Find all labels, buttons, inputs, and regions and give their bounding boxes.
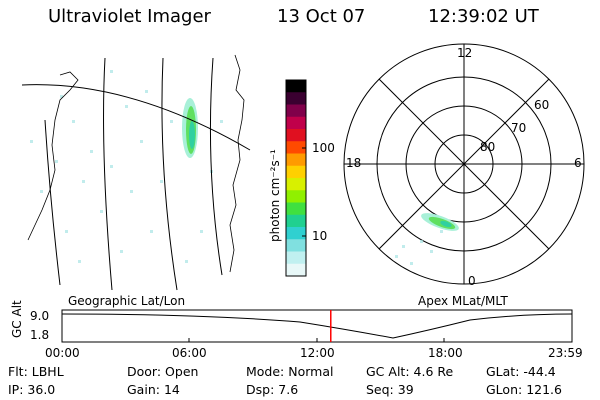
colorbar-segment <box>286 251 306 265</box>
geo-speckles <box>30 70 223 263</box>
polar-plot <box>343 43 585 285</box>
info-dsp: Dsp: 7.6 <box>246 382 299 397</box>
timeline-tick-1200: 12:00 <box>300 346 335 360</box>
colorbar-segment <box>286 80 306 93</box>
colorbar-tick-100: 100 <box>312 141 335 155</box>
info-flt: Flt: LBHL <box>8 364 64 379</box>
info-glon: GLon: 121.6 <box>486 382 562 397</box>
colorbar-segment <box>286 92 306 105</box>
timeline-tick-2359: 23:59 <box>548 346 583 360</box>
timeline-y-top: 9.0 <box>30 309 50 323</box>
polar-ring-60: 60 <box>534 98 550 112</box>
geo-aurora-blob <box>182 98 198 158</box>
colorbar-unit-label: photon cm⁻²s⁻¹ <box>268 149 282 242</box>
polar-ring-70: 70 <box>511 121 527 135</box>
colorbar-segment <box>286 165 306 179</box>
timeline-tick-0600: 06:00 <box>172 346 207 360</box>
imager-title: Ultraviolet Imager <box>48 6 211 27</box>
colorbar-segment <box>286 153 306 167</box>
colorbar-segment <box>286 141 306 154</box>
colorbar-tick-10: 10 <box>312 229 328 243</box>
timeline-ylabel: GC Alt <box>10 300 24 338</box>
apex-caption: Apex MLat/MLT <box>418 294 508 308</box>
polar-label-6: 6 <box>574 156 582 170</box>
longitude-line-3 <box>209 57 223 276</box>
colorbar-segment <box>286 202 306 216</box>
timeline-tick-0000: 00:00 <box>45 346 80 360</box>
coastline-west <box>27 71 79 241</box>
info-door: Door: Open <box>127 364 199 379</box>
image-date: 13 Oct 07 <box>277 6 366 27</box>
colorbar-segment <box>286 104 306 118</box>
timeline-ticks <box>188 338 445 342</box>
polar-label-12: 12 <box>457 46 473 60</box>
longitude-line-2 <box>161 57 178 291</box>
geographic-caption: Geographic Lat/Lon <box>68 294 186 308</box>
info-glat: GLat: -44.4 <box>486 364 556 379</box>
colorbar-segment <box>286 116 306 130</box>
info-ip: IP: 36.0 <box>8 382 56 397</box>
polar-label-18: 18 <box>346 156 362 170</box>
longitude-line-1 <box>103 57 113 291</box>
colorbar-segment <box>286 239 306 252</box>
coastline-east <box>229 54 245 273</box>
altitude-curve <box>61 313 573 339</box>
timeline-y-bottom: 1.8 <box>30 328 50 342</box>
colorbar-segment <box>286 178 306 191</box>
info-gc-alt: GC Alt: 4.6 Re <box>366 364 454 379</box>
longitude-line-4 <box>44 119 61 286</box>
info-gain: Gain: 14 <box>127 382 180 397</box>
colorbar-segment <box>286 227 306 240</box>
polar-label-0: 0 <box>468 274 476 288</box>
colorbar-segment <box>286 263 306 277</box>
colorbar-segment <box>286 214 306 228</box>
polar-speckles <box>395 230 443 265</box>
colorbar-segment <box>286 129 306 142</box>
info-seq: Seq: 39 <box>366 382 414 397</box>
colorbar-segment <box>286 190 306 203</box>
info-mode: Mode: Normal <box>246 364 334 379</box>
timeline-tick-1800: 18:00 <box>428 346 463 360</box>
image-time: 12:39:02 UT <box>428 6 539 27</box>
latitude-line <box>21 84 251 151</box>
colorbar <box>286 80 306 277</box>
polar-ring-80: 80 <box>480 140 496 154</box>
polar-aurora-blob <box>421 213 459 231</box>
